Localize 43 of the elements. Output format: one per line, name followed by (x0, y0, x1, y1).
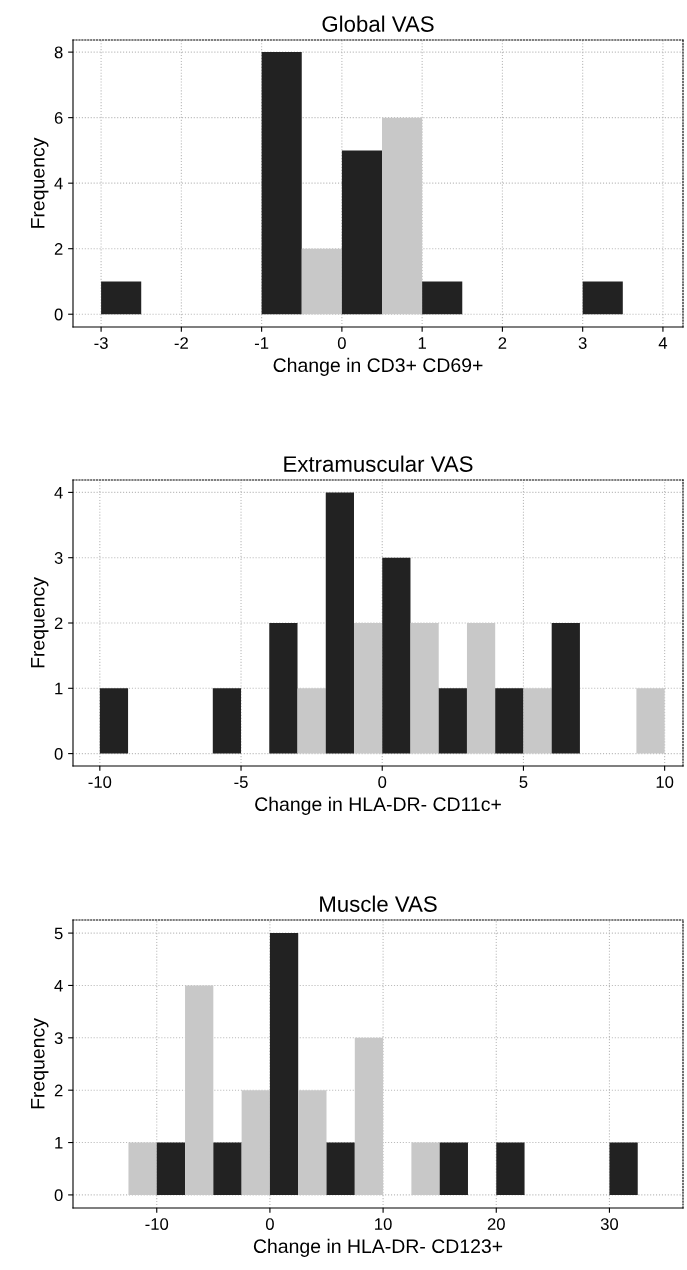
y-tick-label: 6 (54, 112, 63, 124)
y-tick-label: 2 (54, 617, 63, 630)
y-tick-label: 3 (54, 552, 63, 564)
chart-title: Extramuscular VAS (284, 455, 473, 472)
y-tick-label: 4 (54, 177, 63, 190)
x-tick-label: 20 (487, 1218, 505, 1230)
x-tick-label: -1 (254, 337, 269, 349)
x-axis-title: Change in CD3+ CD69+ (273, 357, 483, 376)
y-axis-title: Frequency (31, 577, 49, 668)
x-tick-label: 0 (265, 1218, 274, 1230)
y-tick-label: 4 (54, 980, 63, 992)
y-axis-title: Frequency (31, 1018, 49, 1109)
chart-title: Global VAS (322, 15, 434, 32)
x-tick-label: 10 (656, 776, 674, 788)
y-tick-label: 0 (54, 308, 63, 321)
x-axis-title: Change in HLA-DR- CD123+ (253, 1238, 503, 1257)
y-axis-title: Frequency (31, 137, 49, 228)
x-tick-label: -5 (234, 776, 248, 788)
y-tick-label: 0 (54, 747, 63, 760)
chart-title: Muscle VAS (320, 895, 437, 912)
x-tick-label: 10 (375, 1218, 392, 1230)
x-axis-title: Change in HLA-DR- CD11c+ (255, 796, 501, 815)
x-tick-label: 1 (418, 337, 426, 349)
x-tick-label: -10 (88, 776, 112, 788)
x-tick-label: 3 (578, 337, 587, 349)
x-tick-label: 30 (600, 1218, 619, 1230)
y-tick-label: 2 (54, 243, 63, 255)
x-tick-label: 2 (498, 337, 507, 349)
x-tick-label: -10 (145, 1218, 169, 1230)
x-tick-label: 4 (658, 337, 668, 349)
y-tick-label: 0 (54, 1189, 63, 1202)
x-tick-label: 5 (519, 776, 528, 788)
x-tick-label: -3 (94, 337, 108, 349)
x-tick-label: -2 (174, 337, 188, 349)
x-tick-label: 0 (337, 337, 346, 349)
y-tick-label: 2 (54, 1084, 63, 1097)
y-tick-label: 1 (55, 682, 63, 695)
y-tick-label: 8 (54, 46, 63, 59)
y-tick-label: 4 (54, 486, 63, 499)
y-tick-label: 1 (55, 1137, 63, 1149)
y-tick-label: 3 (54, 1032, 63, 1045)
y-tick-label: 5 (54, 927, 63, 940)
x-tick-label: 0 (378, 776, 387, 788)
